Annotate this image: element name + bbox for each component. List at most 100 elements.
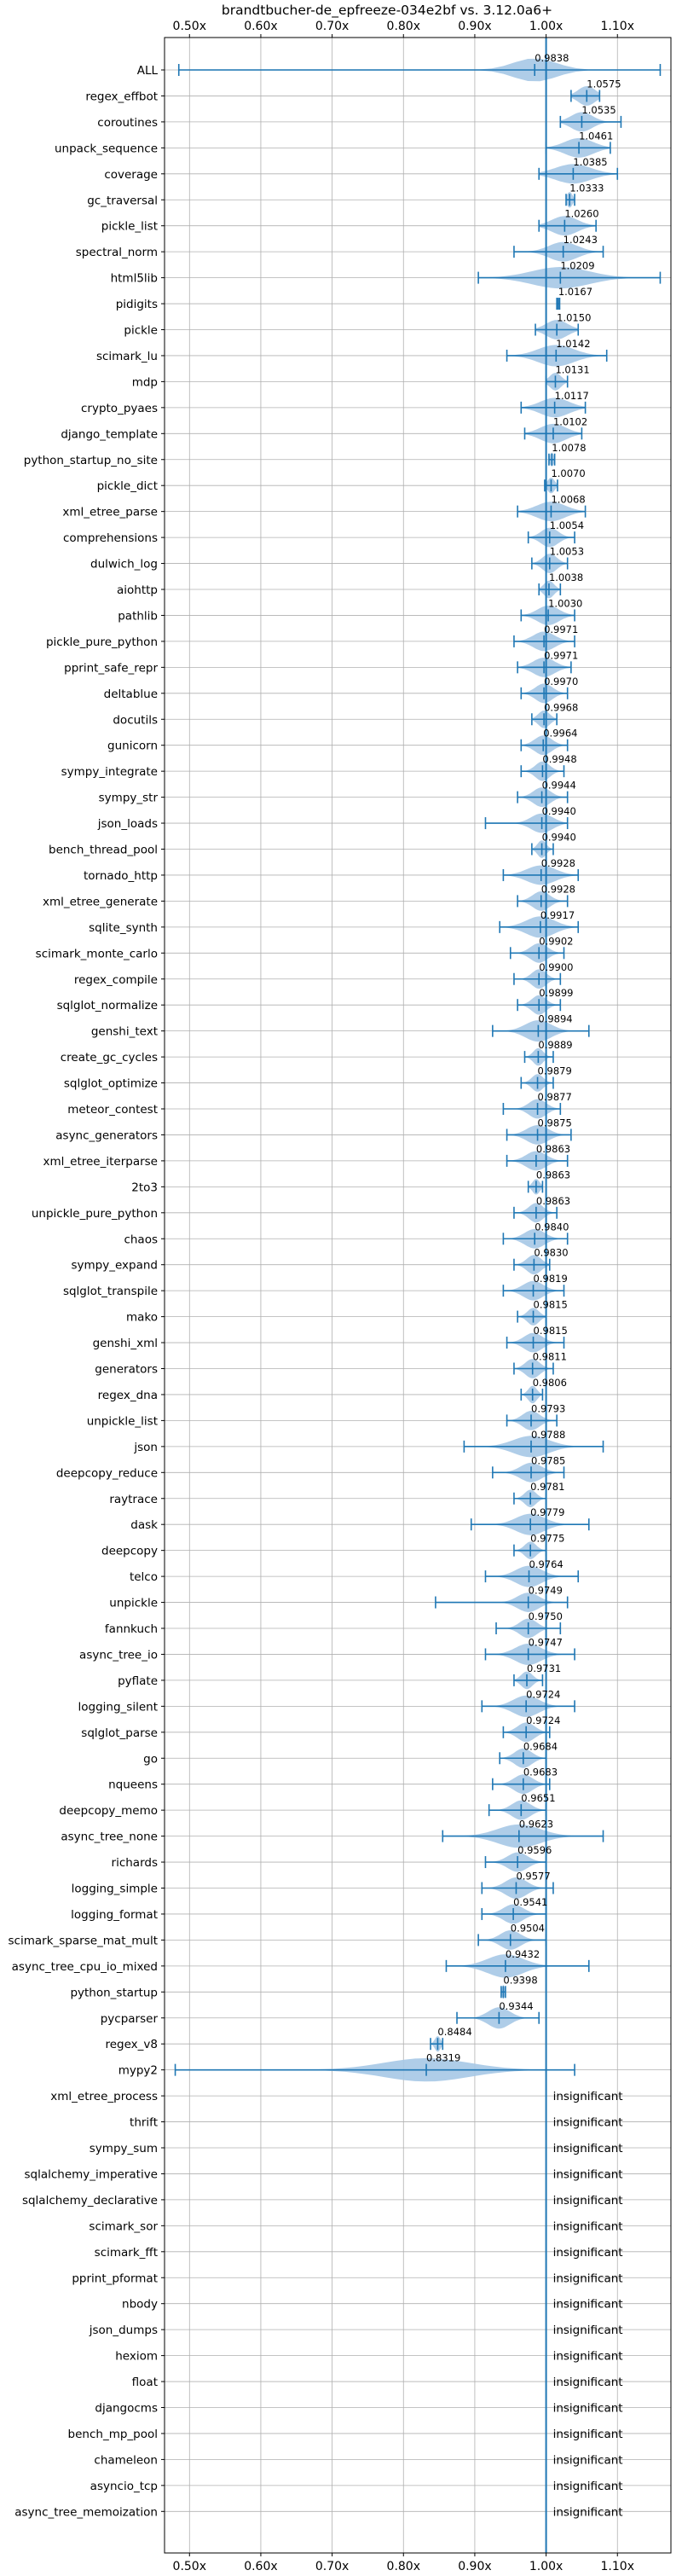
tick-label-bottom: 0.50x [173,2560,206,2573]
value-label: 1.0209 [560,260,594,272]
benchmark-label: sympy_str [99,792,159,805]
benchmark-label: xml_etree_process [50,2090,158,2103]
tick-label-top: 0.90x [458,20,491,33]
value-label: 0.9398 [503,1974,537,1986]
benchmark-label: bench_mp_pool [68,2428,158,2441]
value-label: 0.9651 [521,1792,555,1804]
insignificant-label: insignificant [553,2219,623,2233]
benchmark-label: pathlib [118,609,158,623]
benchmark-label: sqlglot_normalize [57,999,158,1012]
value-label: 0.9948 [542,753,576,765]
benchmark-label: django_template [61,427,158,441]
benchmark-label: thrift [130,2116,158,2130]
value-label: 0.9819 [534,1273,568,1285]
tick-label-top: 0.50x [173,20,206,33]
insignificant-label: insignificant [553,2453,623,2467]
value-label: 0.9432 [506,1948,540,1960]
benchmark-label: pyflate [118,1674,158,1688]
benchmark-label: sqlalchemy_declarative [22,2194,158,2208]
benchmark-label: dask [130,1518,158,1532]
insignificant-label: insignificant [553,2271,623,2285]
benchmark-label: coverage [104,168,158,182]
insignificant-label: insignificant [553,2246,623,2260]
benchmark-label: bench_thread_pool [49,844,158,857]
tick-label-bottom: 0.80x [387,2560,420,2573]
value-label: 0.9894 [538,1013,572,1025]
benchmark-label: chaos [124,1233,158,1246]
insignificant-label: insignificant [553,2428,623,2441]
chart-title: brandtbucher-de_epfreeze-034e2bf vs. 3.1… [222,3,552,19]
value-label: 0.9917 [540,909,575,921]
insignificant-label: insignificant [553,2298,623,2312]
value-labels: 0.9838 1.0575 1.0535 1.0461 1.0385 1.0333 1.02… [426,52,623,2519]
benchmark-label: pickle_pure_python [46,635,158,649]
benchmark-label: djangocms [95,2402,158,2416]
value-label: 0.9504 [511,1922,545,1934]
value-label: 0.9785 [531,1454,565,1466]
benchmark-label: coroutines [97,116,158,130]
benchmark-label: regex_effbot [85,90,158,103]
benchmark-label: sqlalchemy_imperative [25,2167,159,2181]
benchmark-label: create_gc_cycles [61,1051,158,1065]
benchmark-label: genshi_text [91,1025,158,1039]
benchmark-label: docutils [113,713,158,727]
value-label: 0.9577 [516,1871,550,1883]
insignificant-label: insignificant [553,2194,623,2208]
benchmark-label: pickle_dict [97,479,158,493]
benchmark-label: sympy_expand [71,1259,158,1273]
value-label: 1.0054 [550,519,584,531]
benchmark-label: sqlglot_parse [81,1726,158,1740]
value-label: 0.9788 [531,1429,565,1441]
benchmark-label: richards [112,1856,158,1870]
benchmark-label: python_startup_no_site [24,454,158,467]
benchmark-label: unpickle [109,1597,158,1610]
value-label: 1.0535 [581,104,616,116]
benchmark-label: unpickle_list [87,1414,158,1428]
insignificant-label: insignificant [553,2480,623,2493]
axes-frame [164,37,672,2554]
insignificant-label: insignificant [553,2350,623,2364]
value-label: 0.9724 [526,1714,560,1726]
value-label: 0.9971 [544,649,578,661]
value-label: 0.9747 [529,1636,563,1648]
benchmark-label: unpack_sequence [55,142,158,155]
value-label: 0.9764 [529,1558,564,1570]
value-label: 1.0117 [555,390,589,402]
value-label: 0.9775 [530,1533,564,1545]
value-label: 1.0102 [553,415,587,427]
value-label: 0.9815 [534,1325,568,1337]
benchmark-label: nbody [122,2298,158,2312]
benchmark-label: regex_dna [98,1389,158,1402]
benchmark-label: json [133,1441,158,1454]
benchmark-label: mdp [132,375,158,389]
benchmark-label: mypy2 [118,2064,158,2078]
benchmark-label: float [132,2376,158,2389]
value-label: 1.0385 [573,156,607,168]
benchmark-label: async_tree_cpu_io_mixed [12,1960,158,1974]
value-label: 0.9838 [535,52,569,64]
value-label: 0.9806 [533,1377,567,1389]
value-label: 1.0078 [552,442,586,454]
benchmark-label: 2to3 [131,1181,158,1194]
value-label: 0.9968 [544,701,578,713]
benchmark-label: hexiom [115,2350,158,2364]
benchmark-label: scimark_fft [95,2246,158,2260]
value-label: 0.9840 [535,1221,569,1233]
benchmark-label: scimark_lu [96,350,158,363]
benchmark-label: json_dumps [89,2324,158,2337]
benchmark-label: deltablue [104,688,158,701]
value-label: 0.9749 [529,1585,563,1597]
value-label: 0.9875 [538,1117,572,1128]
benchmark-label: regex_v8 [105,2038,158,2051]
benchmark-label: deepcopy [101,1545,158,1558]
benchmark-label: chameleon [94,2453,158,2467]
benchmark-label: pprint_safe_repr [64,661,158,675]
insignificant-label: insignificant [553,2324,623,2337]
benchmark-label: scimark_sparse_mat_mult [9,1934,158,1947]
value-label: 1.0142 [556,338,590,350]
benchmark-label: asyncio_tcp [90,2480,158,2493]
value-label: 0.9815 [534,1299,568,1311]
value-label: 0.9863 [536,1195,570,1207]
value-label: 0.9623 [519,1819,553,1830]
